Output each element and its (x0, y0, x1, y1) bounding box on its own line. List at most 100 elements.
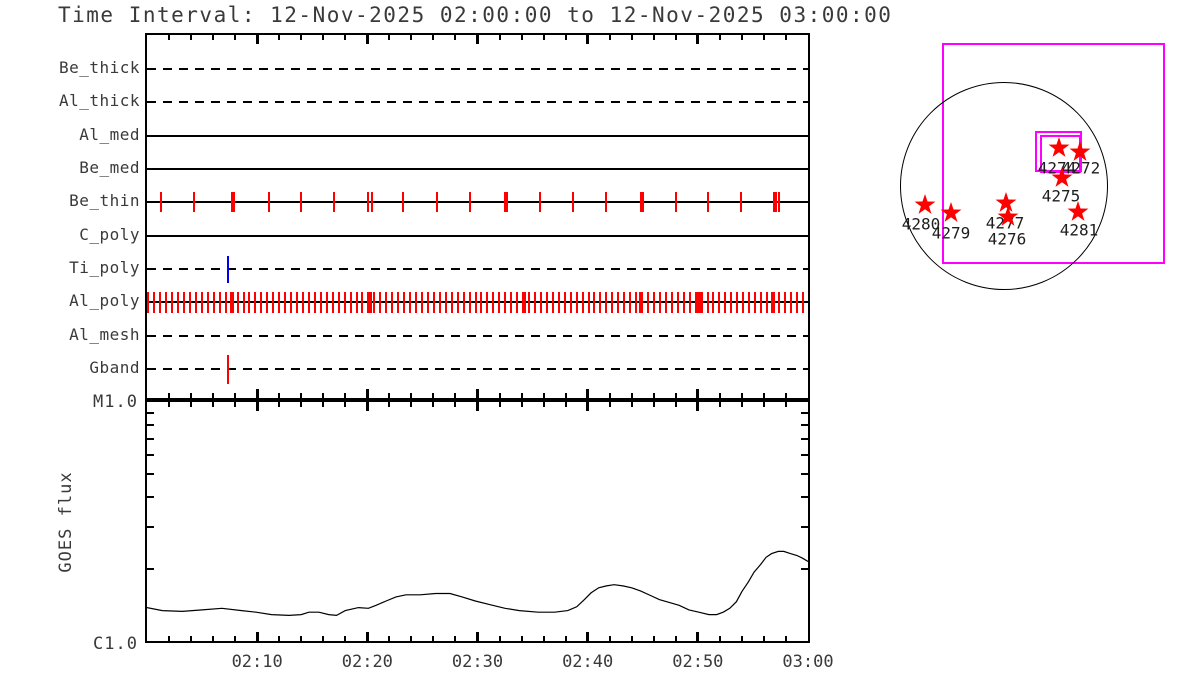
axis-tick (674, 636, 677, 641)
observation-tick (534, 291, 536, 313)
observation-tick (183, 291, 186, 313)
axis-tick (762, 402, 765, 407)
axis-tick (784, 402, 787, 407)
observation-tick (635, 291, 638, 313)
observation-tick (153, 291, 156, 313)
observation-tick (641, 192, 644, 213)
observation-tick (206, 291, 209, 313)
axis-tick (212, 393, 215, 398)
axis-tick (630, 393, 633, 398)
observation-tick (260, 291, 263, 313)
observation-tick (706, 192, 709, 213)
observation-tick (599, 291, 602, 313)
axis-tick (432, 35, 435, 40)
axis-tick (278, 636, 281, 641)
goes-flux-panel (145, 400, 810, 643)
axis-tick (388, 393, 391, 398)
axis-tick (322, 636, 325, 641)
axis-tick (520, 636, 523, 641)
observation-tick (522, 291, 527, 313)
observation-tick (343, 291, 346, 313)
axis-tick (432, 393, 435, 398)
observation-tick (522, 291, 525, 313)
axis-tick (212, 636, 215, 641)
filter-label-be-thin: Be_thin (69, 191, 140, 211)
axis-tick (255, 632, 259, 641)
observation-tick (420, 291, 423, 313)
log-tick (801, 472, 808, 475)
filter-timeline-panel (145, 33, 810, 400)
axis-tick (190, 393, 193, 398)
observation-tick (254, 291, 257, 313)
active-region-label-4280: 4280 (901, 214, 941, 234)
axis-tick (520, 402, 523, 407)
observation-tick (268, 192, 271, 213)
axis-tick (454, 35, 457, 40)
observation-tick (373, 291, 376, 313)
observation-tick (436, 192, 439, 213)
axis-tick (718, 35, 721, 40)
observation-tick (539, 291, 542, 313)
observation-tick (773, 192, 776, 213)
axis-tick (278, 402, 281, 407)
observation-tick (801, 291, 804, 313)
axis-tick (498, 35, 501, 40)
filter-row-line (147, 268, 808, 271)
observation-tick (456, 291, 459, 313)
filter-row-line (147, 368, 808, 371)
axis-tick (718, 393, 721, 398)
observation-tick (248, 291, 251, 313)
observation-tick (510, 291, 513, 313)
axis-tick (696, 632, 700, 641)
axis-tick (696, 402, 700, 411)
observation-tick (623, 291, 626, 313)
goes-ymin-label: C1.0 (93, 634, 138, 654)
observation-tick (379, 291, 382, 313)
log-tick (147, 525, 154, 528)
axis-tick (344, 35, 347, 40)
axis-tick (212, 402, 215, 407)
filter-label-be-med: Be_med (79, 158, 140, 178)
axis-tick (365, 389, 369, 398)
observation-tick (230, 291, 233, 313)
active-region-star-4275 (1051, 167, 1073, 187)
log-tick (801, 496, 808, 499)
observation-tick (370, 192, 373, 213)
axis-tick (255, 402, 259, 411)
axis-tick (278, 393, 281, 398)
axis-tick (498, 636, 501, 641)
observation-tick (469, 192, 472, 213)
axis-tick (564, 402, 567, 407)
observation-tick (505, 192, 508, 213)
axis-tick (542, 393, 545, 398)
log-tick (801, 411, 808, 414)
log-tick (801, 454, 808, 457)
active-region-label-4275: 4275 (1041, 186, 1081, 206)
axis-tick (300, 402, 303, 407)
log-tick (801, 568, 808, 571)
axis-tick (388, 402, 391, 407)
observation-tick (313, 291, 316, 313)
axis-tick (344, 402, 347, 407)
observation-tick (333, 192, 336, 213)
observation-tick (397, 291, 400, 313)
observation-tick (224, 291, 227, 313)
filter-label-al-thick: Al_thick (58, 91, 140, 111)
observation-tick (361, 291, 364, 313)
axis-tick (454, 402, 457, 407)
observation-tick (696, 291, 701, 313)
axis-tick (322, 35, 325, 40)
observation-tick (474, 291, 477, 313)
log-tick (147, 472, 154, 475)
axis-tick (586, 402, 590, 411)
active-region-star-4277 (995, 192, 1017, 212)
axis-tick (432, 636, 435, 641)
observation-tick (639, 192, 642, 213)
observation-tick (718, 291, 721, 313)
axis-tick (322, 402, 325, 407)
axis-tick (542, 636, 545, 641)
axis-tick (410, 636, 413, 641)
axis-tick (630, 35, 633, 40)
observation-tick (325, 291, 328, 313)
axis-tick (168, 402, 171, 407)
